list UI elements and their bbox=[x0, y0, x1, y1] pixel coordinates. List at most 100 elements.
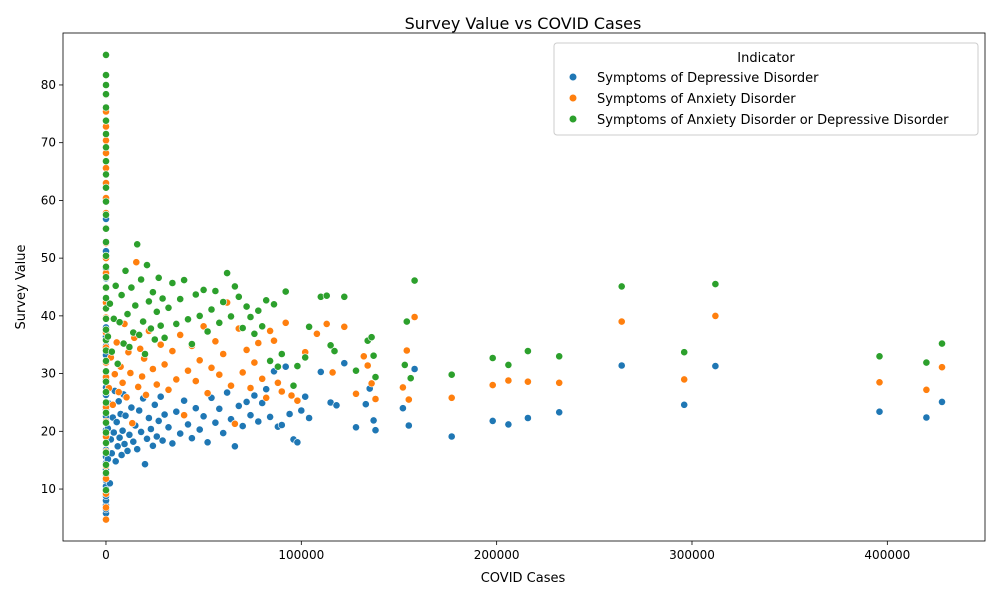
y-axis: 10 20 30 40 50 60 70 80 bbox=[41, 78, 63, 496]
data-point bbox=[141, 460, 149, 469]
data-point bbox=[102, 408, 110, 417]
data-point bbox=[114, 388, 123, 396]
data-point bbox=[176, 330, 185, 339]
legend: Indicator Symptoms of Depressive Disorde… bbox=[553, 42, 979, 136]
data-point bbox=[281, 318, 290, 327]
data-point bbox=[287, 391, 296, 400]
data-point bbox=[132, 258, 141, 267]
data-point bbox=[447, 370, 456, 379]
data-point bbox=[406, 374, 415, 383]
data-point bbox=[102, 71, 110, 79]
data-point bbox=[215, 318, 224, 327]
data-point bbox=[168, 279, 177, 287]
data-point bbox=[363, 361, 372, 370]
data-point bbox=[102, 130, 110, 138]
data-point bbox=[199, 285, 208, 294]
data-point bbox=[371, 373, 380, 381]
data-point bbox=[246, 384, 255, 392]
data-point bbox=[152, 307, 161, 316]
data-point bbox=[273, 378, 282, 387]
data-point bbox=[322, 319, 331, 328]
data-point bbox=[711, 362, 720, 370]
data-point bbox=[102, 486, 110, 495]
data-point bbox=[330, 347, 339, 355]
data-point bbox=[711, 311, 720, 320]
data-point bbox=[238, 422, 247, 430]
data-point bbox=[156, 392, 165, 401]
data-point bbox=[250, 329, 259, 338]
data-point bbox=[102, 251, 110, 260]
data-point bbox=[402, 346, 411, 355]
data-point bbox=[114, 397, 123, 406]
data-point bbox=[102, 325, 110, 334]
data-point bbox=[127, 403, 136, 412]
y-tick-label: 80 bbox=[41, 78, 56, 92]
data-point bbox=[367, 333, 376, 342]
data-point bbox=[277, 387, 286, 396]
data-point bbox=[242, 397, 251, 406]
data-point bbox=[102, 438, 110, 447]
data-point bbox=[102, 90, 110, 99]
data-point bbox=[922, 358, 931, 367]
data-point bbox=[102, 170, 110, 179]
data-point bbox=[266, 412, 274, 421]
data-point bbox=[555, 352, 564, 361]
data-point bbox=[158, 436, 167, 445]
data-point bbox=[127, 283, 136, 292]
data-point bbox=[293, 438, 302, 447]
data-point bbox=[227, 312, 235, 321]
data-point bbox=[875, 352, 884, 361]
data-point bbox=[293, 396, 302, 405]
data-point bbox=[107, 347, 116, 356]
data-point bbox=[137, 427, 145, 436]
y-tick-label: 50 bbox=[41, 251, 56, 265]
legend-marker bbox=[568, 93, 578, 103]
data-point bbox=[131, 301, 140, 310]
data-point bbox=[125, 430, 134, 439]
data-point bbox=[191, 404, 200, 413]
data-point bbox=[102, 398, 110, 407]
data-point bbox=[223, 269, 231, 277]
data-point bbox=[176, 429, 185, 438]
data-point bbox=[195, 425, 204, 434]
data-point bbox=[410, 313, 419, 321]
data-point bbox=[305, 322, 313, 331]
data-point bbox=[875, 378, 884, 387]
data-point bbox=[129, 437, 138, 446]
data-point bbox=[102, 51, 110, 59]
data-point bbox=[211, 337, 220, 346]
data-point bbox=[156, 321, 165, 330]
legend-label: Symptoms of Anxiety Disorder bbox=[597, 92, 796, 107]
data-point bbox=[172, 319, 181, 328]
x-tick-label: 400000 bbox=[864, 548, 910, 562]
data-point bbox=[154, 273, 163, 282]
data-point bbox=[922, 385, 931, 394]
data-point bbox=[109, 314, 118, 323]
data-point bbox=[273, 362, 282, 371]
data-point bbox=[352, 423, 360, 432]
data-point bbox=[117, 451, 126, 459]
data-point bbox=[160, 333, 169, 342]
legend-label: Symptoms of Depressive Disorder bbox=[597, 71, 819, 86]
data-point bbox=[875, 407, 884, 416]
data-point bbox=[504, 360, 513, 369]
legend-title: Indicator bbox=[737, 51, 795, 66]
data-point bbox=[102, 210, 110, 219]
data-point bbox=[138, 372, 146, 381]
data-point bbox=[180, 396, 188, 405]
data-point bbox=[150, 400, 159, 409]
data-point bbox=[168, 439, 177, 448]
data-point bbox=[504, 420, 513, 429]
data-point bbox=[285, 410, 294, 418]
data-point bbox=[504, 376, 513, 385]
data-point bbox=[158, 294, 167, 303]
data-point bbox=[488, 354, 497, 362]
data-point bbox=[111, 457, 120, 466]
data-point bbox=[102, 377, 110, 386]
data-point bbox=[211, 287, 220, 295]
data-point bbox=[938, 397, 946, 406]
data-point bbox=[136, 344, 145, 353]
data-point bbox=[125, 343, 134, 351]
data-point bbox=[293, 362, 302, 370]
